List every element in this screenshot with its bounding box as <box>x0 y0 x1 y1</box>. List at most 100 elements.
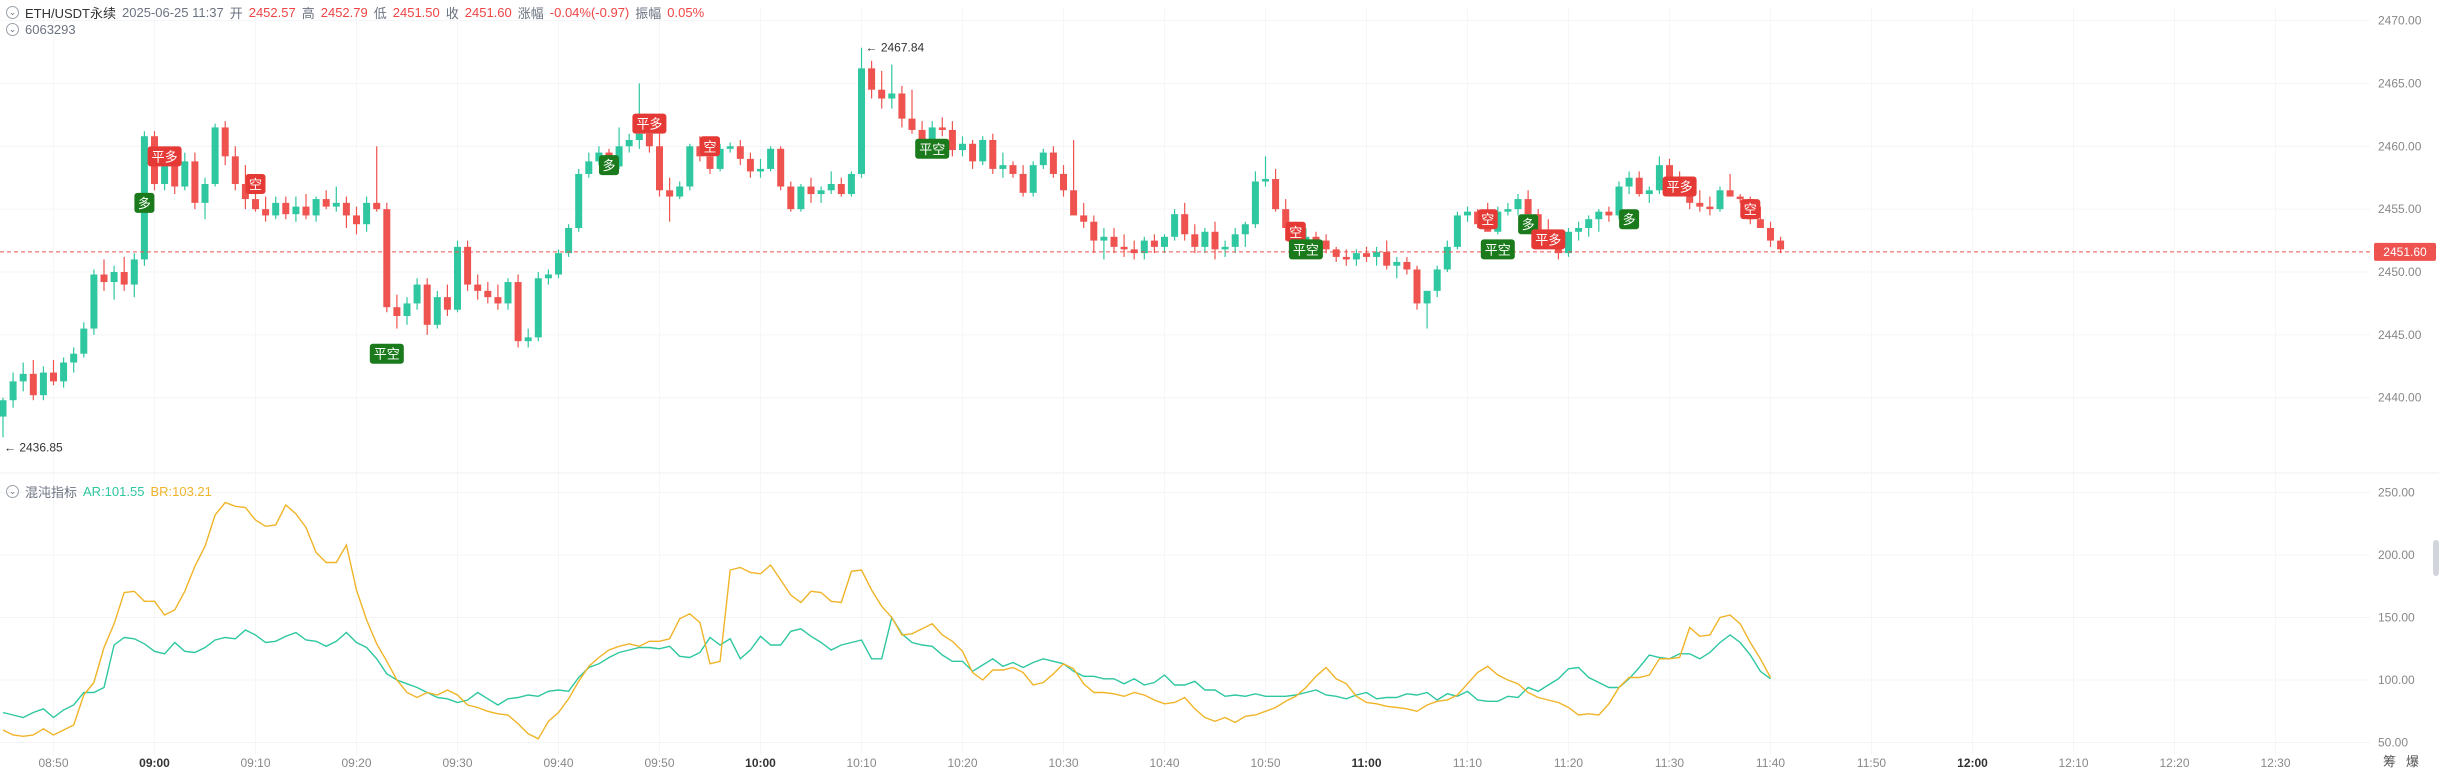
signal-badge <box>1740 199 1761 220</box>
candle-body <box>504 282 512 304</box>
candle-body <box>90 274 98 329</box>
ohlc-legend: ⌄ ETH/USDT永续 2025-06-25 11:37 开 2452.57 高… <box>6 3 704 22</box>
signal-badge <box>245 174 266 194</box>
candle-body <box>1696 202 1704 207</box>
candle-body <box>1100 236 1108 241</box>
max-price-marker: ← 2467.84 <box>866 41 925 55</box>
candle-body <box>1251 181 1259 225</box>
candle-body <box>1211 231 1219 250</box>
candle-body <box>1767 228 1774 241</box>
candle-body <box>1039 152 1047 166</box>
candle-body <box>29 373 37 396</box>
candle-body <box>736 146 744 159</box>
candle-body <box>1413 269 1421 304</box>
signal-badge <box>369 343 404 364</box>
candle-body <box>353 215 360 225</box>
candle-body <box>726 146 734 149</box>
signal-badge <box>147 146 182 167</box>
candle-body <box>0 400 7 417</box>
candle-body <box>1575 228 1583 232</box>
candle-body <box>1645 190 1653 195</box>
candle-body <box>1625 177 1633 187</box>
signal-badge <box>1531 229 1566 250</box>
candle-body <box>565 228 573 254</box>
candle-body <box>595 152 603 162</box>
signal-badge <box>1662 176 1697 197</box>
candle-body <box>39 372 47 396</box>
price-tick-label: 2440.00 <box>2378 391 2422 405</box>
candle-body <box>1605 211 1613 216</box>
candle-body <box>403 303 411 316</box>
min-price-marker: ← 2436.85 <box>4 440 63 454</box>
candle-body <box>1433 269 1441 291</box>
time-tick-label: 10:20 <box>947 756 977 770</box>
candle-body <box>19 373 27 382</box>
candle-body <box>373 202 381 210</box>
candle-body <box>625 140 633 147</box>
candle-body <box>110 272 118 283</box>
candle-body <box>1474 211 1482 225</box>
candle-body <box>1322 240 1330 250</box>
candle-body <box>1231 234 1239 247</box>
signal-badge-label: 平多 <box>1667 180 1693 196</box>
candle-body <box>746 158 754 172</box>
candle-body <box>241 184 249 200</box>
low-label: 低 <box>373 6 387 21</box>
candle-body <box>868 68 876 90</box>
signal-badge-label: 平空 <box>919 143 945 158</box>
signal-badge-label: 平多 <box>152 149 178 165</box>
time-tick-label: 09:30 <box>442 756 472 770</box>
signal-badge <box>1518 214 1539 235</box>
candle-body <box>827 184 835 191</box>
signal-badge-label: 多 <box>138 196 151 212</box>
time-tick-label: 11:30 <box>1655 756 1684 770</box>
time-tick-label: 09:50 <box>644 756 674 770</box>
candle-body <box>363 202 371 225</box>
candle-body <box>1191 234 1199 247</box>
candle-body <box>555 253 562 275</box>
candle-body <box>514 282 522 342</box>
pane-resize-handle[interactable] <box>2433 540 2439 576</box>
indicator-legend: ⌄ 混沌指标 AR:101.55 BR:103.21 <box>6 482 212 501</box>
signal-badge-label: 平多 <box>1535 232 1561 248</box>
candle-body <box>1241 224 1249 235</box>
collapse-toggle-icon[interactable]: ⌄ <box>6 6 19 19</box>
time-tick-label: 09:40 <box>543 756 573 770</box>
candle-body <box>393 307 401 316</box>
time-tick-label: 08:50 <box>38 756 68 770</box>
volume-legend: ⌄ 6063293 <box>6 22 76 37</box>
chip-button[interactable]: 筹 <box>2382 754 2396 769</box>
candle-body <box>615 146 623 167</box>
collapse-toggle-icon[interactable]: ⌄ <box>6 23 19 36</box>
candle-body <box>1181 214 1189 235</box>
candle-body <box>777 148 785 187</box>
liquidation-button[interactable]: 爆 <box>2405 754 2419 769</box>
collapse-toggle-icon[interactable]: ⌄ <box>6 485 19 498</box>
candle-body <box>1070 190 1078 216</box>
signal-badge <box>134 192 155 213</box>
candle-body <box>1282 209 1290 228</box>
br-value: BR:103.21 <box>150 484 212 499</box>
candle-body <box>1635 177 1643 195</box>
candle-body <box>807 186 815 195</box>
candle-body <box>999 165 1007 169</box>
candle-body <box>312 199 320 216</box>
time-tick-label: 11:50 <box>1857 756 1886 770</box>
candle-body <box>100 274 108 283</box>
candle-body <box>908 118 916 130</box>
candle-body <box>60 362 68 382</box>
signal-badge-label: 空 <box>1481 213 1494 228</box>
time-tick-label: 10:50 <box>1250 756 1280 770</box>
candle-body <box>1352 253 1360 260</box>
signal-badge <box>700 136 720 157</box>
candle-body <box>534 278 542 338</box>
candle-body <box>1383 251 1391 266</box>
candle-body <box>1363 253 1370 257</box>
candle-body <box>322 199 330 207</box>
candle-body <box>413 284 421 304</box>
candle-body <box>252 199 259 210</box>
candle-body <box>1110 236 1118 247</box>
candle-body <box>1666 165 1673 178</box>
candle-body <box>1403 261 1411 270</box>
